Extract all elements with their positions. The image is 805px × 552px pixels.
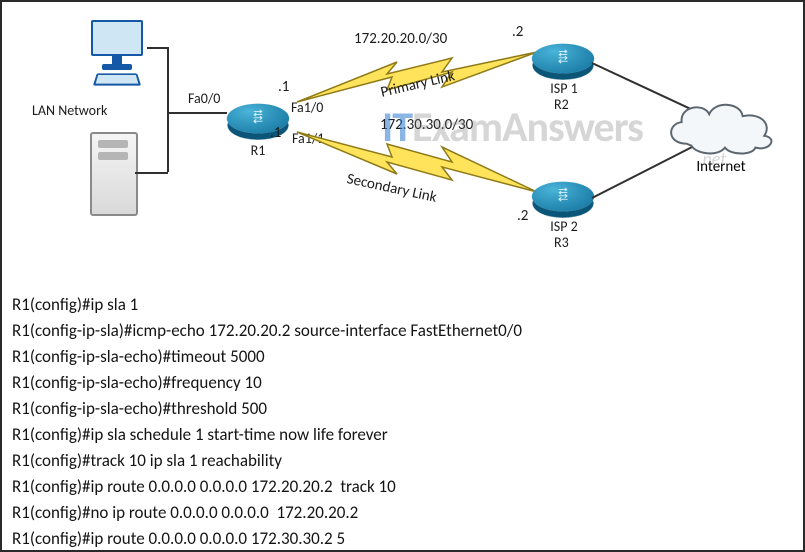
router-isp1-icon — [528, 44, 597, 74]
workstation-icon — [87, 20, 147, 75]
server-icon — [90, 132, 138, 216]
config-output: R1(config)#ip sla 1 R1(config-ip-sla)#ic… — [12, 292, 792, 552]
router-isp2-icon — [528, 182, 597, 212]
iface-fa00: Fa0/0 — [188, 90, 220, 107]
router-isp2-name: ISP 2 — [534, 218, 594, 235]
router-isp1-sub: R2 — [554, 96, 569, 113]
r1-bottom-ip: .1 — [270, 124, 281, 142]
router-isp1-name: ISP 1 — [534, 80, 594, 97]
line-pc-lan — [147, 47, 167, 49]
line-lan-bus — [167, 47, 169, 172]
secondary-subnet: 172.30.30.0/30 — [380, 116, 473, 134]
isp1-ip: .2 — [512, 23, 523, 41]
line-r1-lan — [167, 112, 227, 114]
router-isp2-sub: R3 — [554, 234, 569, 251]
internet-cloud-icon — [662, 94, 780, 156]
line-server-lan — [135, 172, 168, 174]
isp2-ip: .2 — [517, 207, 528, 225]
lan-network-label: LAN Network — [32, 102, 107, 119]
router-r1-icon — [223, 104, 292, 134]
screenshot-container: LAN Network R1 Fa0/0 Fa1/0 Fa1/1 .1 .1 1… — [0, 0, 805, 552]
primary-subnet: 172.20.20.0/30 — [354, 30, 447, 48]
network-diagram: LAN Network R1 Fa0/0 Fa1/0 Fa1/1 .1 .1 1… — [2, 2, 803, 272]
watermark-net: .net — [698, 148, 726, 170]
r1-top-ip: .1 — [278, 78, 289, 96]
router-r1-name: R1 — [228, 142, 288, 159]
